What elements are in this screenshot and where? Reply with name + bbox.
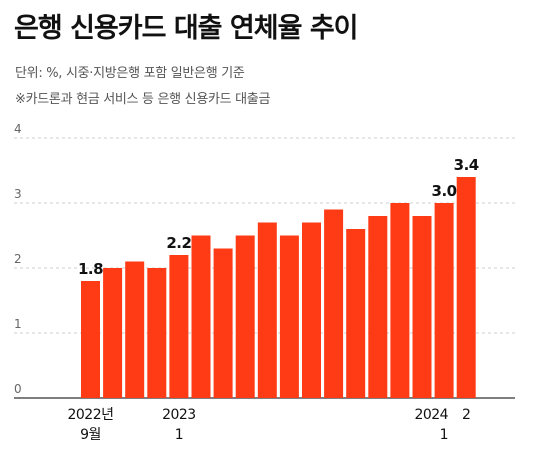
bar (456, 177, 476, 398)
unit-note: 단위: %, 시중·지방은행 포함 일반은행 기준 (15, 66, 245, 81)
x-tick-label: 2022년 (67, 407, 113, 423)
bar (390, 203, 410, 398)
bar (279, 235, 299, 398)
bar (346, 229, 366, 398)
bar (412, 216, 432, 398)
y-tick-label: 0 (14, 382, 22, 396)
bar (81, 281, 100, 398)
bar (169, 255, 189, 398)
bar (434, 203, 454, 398)
bar (103, 268, 123, 398)
x-tick-label: 9월 (80, 427, 101, 443)
y-tick-label: 1 (14, 317, 22, 331)
bar (324, 209, 344, 398)
bar (302, 222, 321, 398)
bar (147, 268, 167, 398)
bar (235, 235, 255, 398)
bar (125, 261, 145, 398)
value-label: 2.2 (166, 234, 191, 252)
x-tick-label: 1 (175, 427, 183, 443)
x-tick-label: 2 (462, 407, 470, 423)
scope-note: ※카드론과 현금 서비스 등 은행 신용카드 대출금 (15, 92, 271, 107)
x-tick-label: 1 (440, 427, 448, 443)
y-axis-ticks: 0 1 2 3 4 (14, 122, 22, 396)
value-label: 3.4 (454, 156, 479, 174)
x-tick-label: 2024 (414, 407, 448, 423)
bar (191, 235, 211, 398)
x-tick-label: 2023 (162, 407, 196, 423)
value-label: 1.8 (78, 260, 103, 278)
y-tick-label: 3 (14, 187, 22, 201)
bar (213, 248, 233, 398)
bars (81, 177, 476, 398)
value-labels: 1.8 2.2 3.0 3.4 (78, 156, 479, 278)
value-label: 3.0 (432, 182, 457, 200)
bar (368, 216, 388, 398)
bar (257, 222, 277, 398)
chart-title: 은행 신용카드 대출 연체율 추이 (14, 13, 359, 44)
y-tick-label: 2 (14, 252, 22, 266)
y-tick-label: 4 (14, 122, 22, 136)
